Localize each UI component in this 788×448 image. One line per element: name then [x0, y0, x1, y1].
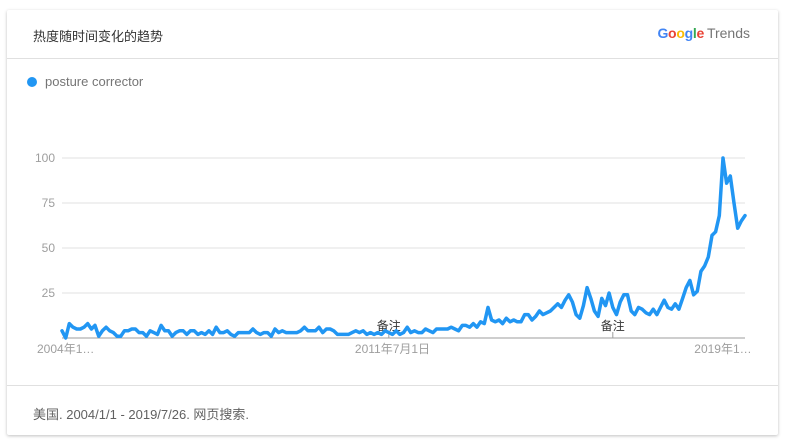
- series-line-posture-corrector[interactable]: [60, 156, 747, 340]
- card-title: 热度随时间变化的趋势: [33, 29, 164, 44]
- y-tick-label: 75: [42, 196, 56, 210]
- legend-label: posture corrector: [45, 74, 144, 89]
- legend-dot-icon: [27, 76, 37, 87]
- trend-card: 热度随时间变化的趋势 Google Trends posture correcto…: [7, 10, 778, 435]
- legend: posture corrector: [27, 74, 143, 89]
- google-wordmark: Google: [657, 25, 704, 41]
- trends-wordmark: Trends: [706, 25, 750, 41]
- annotation-label[interactable]: 备注: [601, 318, 625, 333]
- google-trends-logo[interactable]: Google Trends: [657, 25, 750, 41]
- x-tick-label: 2011年7月1日: [355, 342, 430, 356]
- card-header: 热度随时间变化的趋势 Google Trends: [7, 10, 778, 59]
- x-tick-label: 2019年1…: [694, 342, 751, 356]
- footer-text: 美国. 2004/1/1 - 2019/7/26. 网页搜索.: [33, 407, 250, 422]
- y-tick-label: 100: [35, 151, 55, 165]
- y-tick-label: 50: [42, 241, 56, 255]
- card-footer: 美国. 2004/1/1 - 2019/7/26. 网页搜索.: [7, 385, 778, 436]
- annotation-label[interactable]: 备注: [377, 318, 401, 333]
- y-tick-label: 25: [42, 286, 56, 300]
- x-tick-label: 2004年1…: [37, 342, 94, 356]
